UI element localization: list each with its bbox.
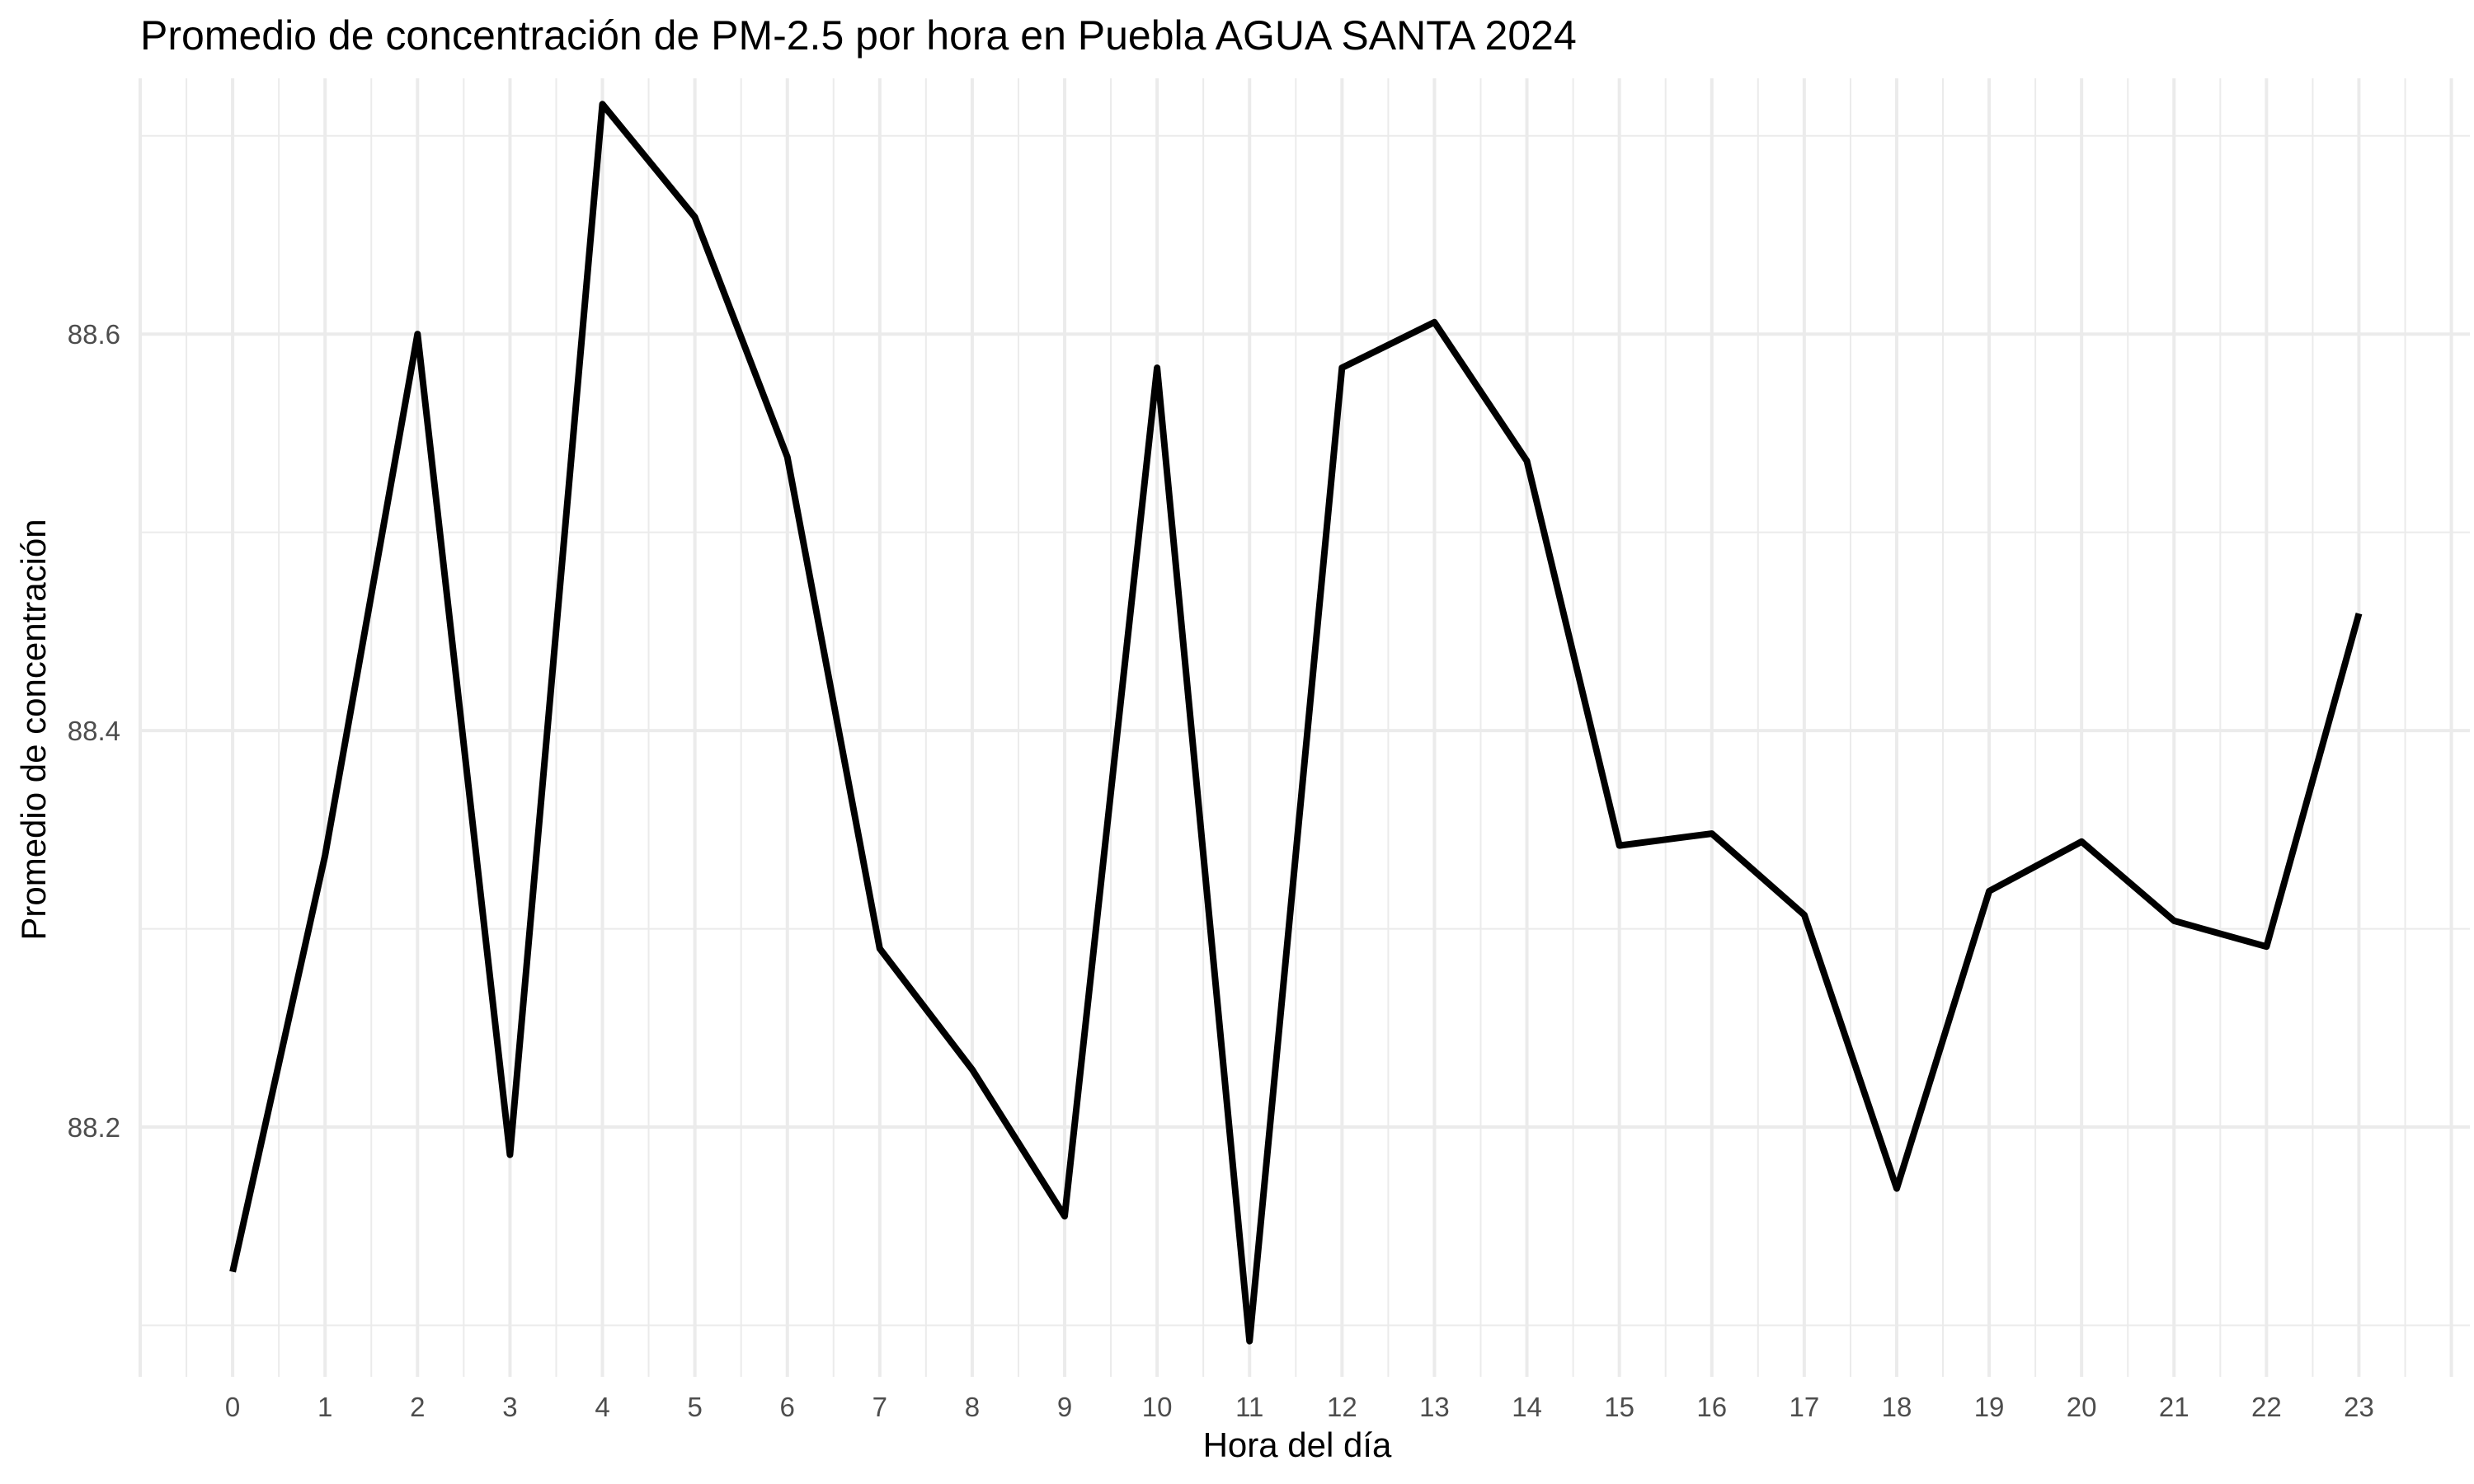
x-tick-label: 8 <box>965 1392 980 1422</box>
y-axis-title: Promedio de concentración <box>14 519 53 940</box>
x-tick-label: 10 <box>1142 1392 1173 1422</box>
x-tick-label: 22 <box>2251 1392 2282 1422</box>
y-axis-ticks: 88.2 88.4 88.6 <box>68 319 120 1143</box>
grid <box>139 78 2470 1377</box>
x-tick-label: 23 <box>2344 1392 2374 1422</box>
x-tick-label: 19 <box>1974 1392 2005 1422</box>
x-tick-label: 1 <box>317 1392 332 1422</box>
x-tick-label: 3 <box>502 1392 517 1422</box>
series-layer <box>229 101 2363 1345</box>
x-tick-label: 20 <box>2067 1392 2097 1422</box>
x-tick-label: 15 <box>1604 1392 1634 1422</box>
series-line-0 <box>229 101 2363 1345</box>
x-tick-label: 17 <box>1789 1392 1819 1422</box>
x-tick-label: 11 <box>1235 1392 1263 1422</box>
x-tick-label: 6 <box>780 1392 795 1422</box>
x-tick-label: 21 <box>2159 1392 2189 1422</box>
x-axis-title: Hora del día <box>1203 1425 1392 1464</box>
chart-title: Promedio de concentración de PM-2.5 por … <box>140 12 1577 59</box>
x-tick-label: 14 <box>1512 1392 1542 1422</box>
x-axis-ticks: 0 1 2 3 4 5 6 7 8 9 10 11 12 13 14 15 16 17 18 19 20 21 22 23 <box>225 1392 2374 1422</box>
x-tick-label: 0 <box>225 1392 240 1422</box>
x-tick-label: 12 <box>1327 1392 1357 1422</box>
x-tick-label: 18 <box>1882 1392 1912 1422</box>
x-tick-label: 9 <box>1057 1392 1072 1422</box>
x-tick-label: 2 <box>410 1392 425 1422</box>
y-tick-label: 88.2 <box>68 1112 120 1143</box>
x-tick-label: 7 <box>872 1392 887 1422</box>
x-tick-label: 5 <box>687 1392 702 1422</box>
y-tick-label: 88.4 <box>68 716 120 746</box>
x-tick-label: 16 <box>1696 1392 1727 1422</box>
x-tick-label: 4 <box>595 1392 609 1422</box>
x-tick-label: 13 <box>1419 1392 1450 1422</box>
y-tick-label: 88.6 <box>68 319 120 350</box>
